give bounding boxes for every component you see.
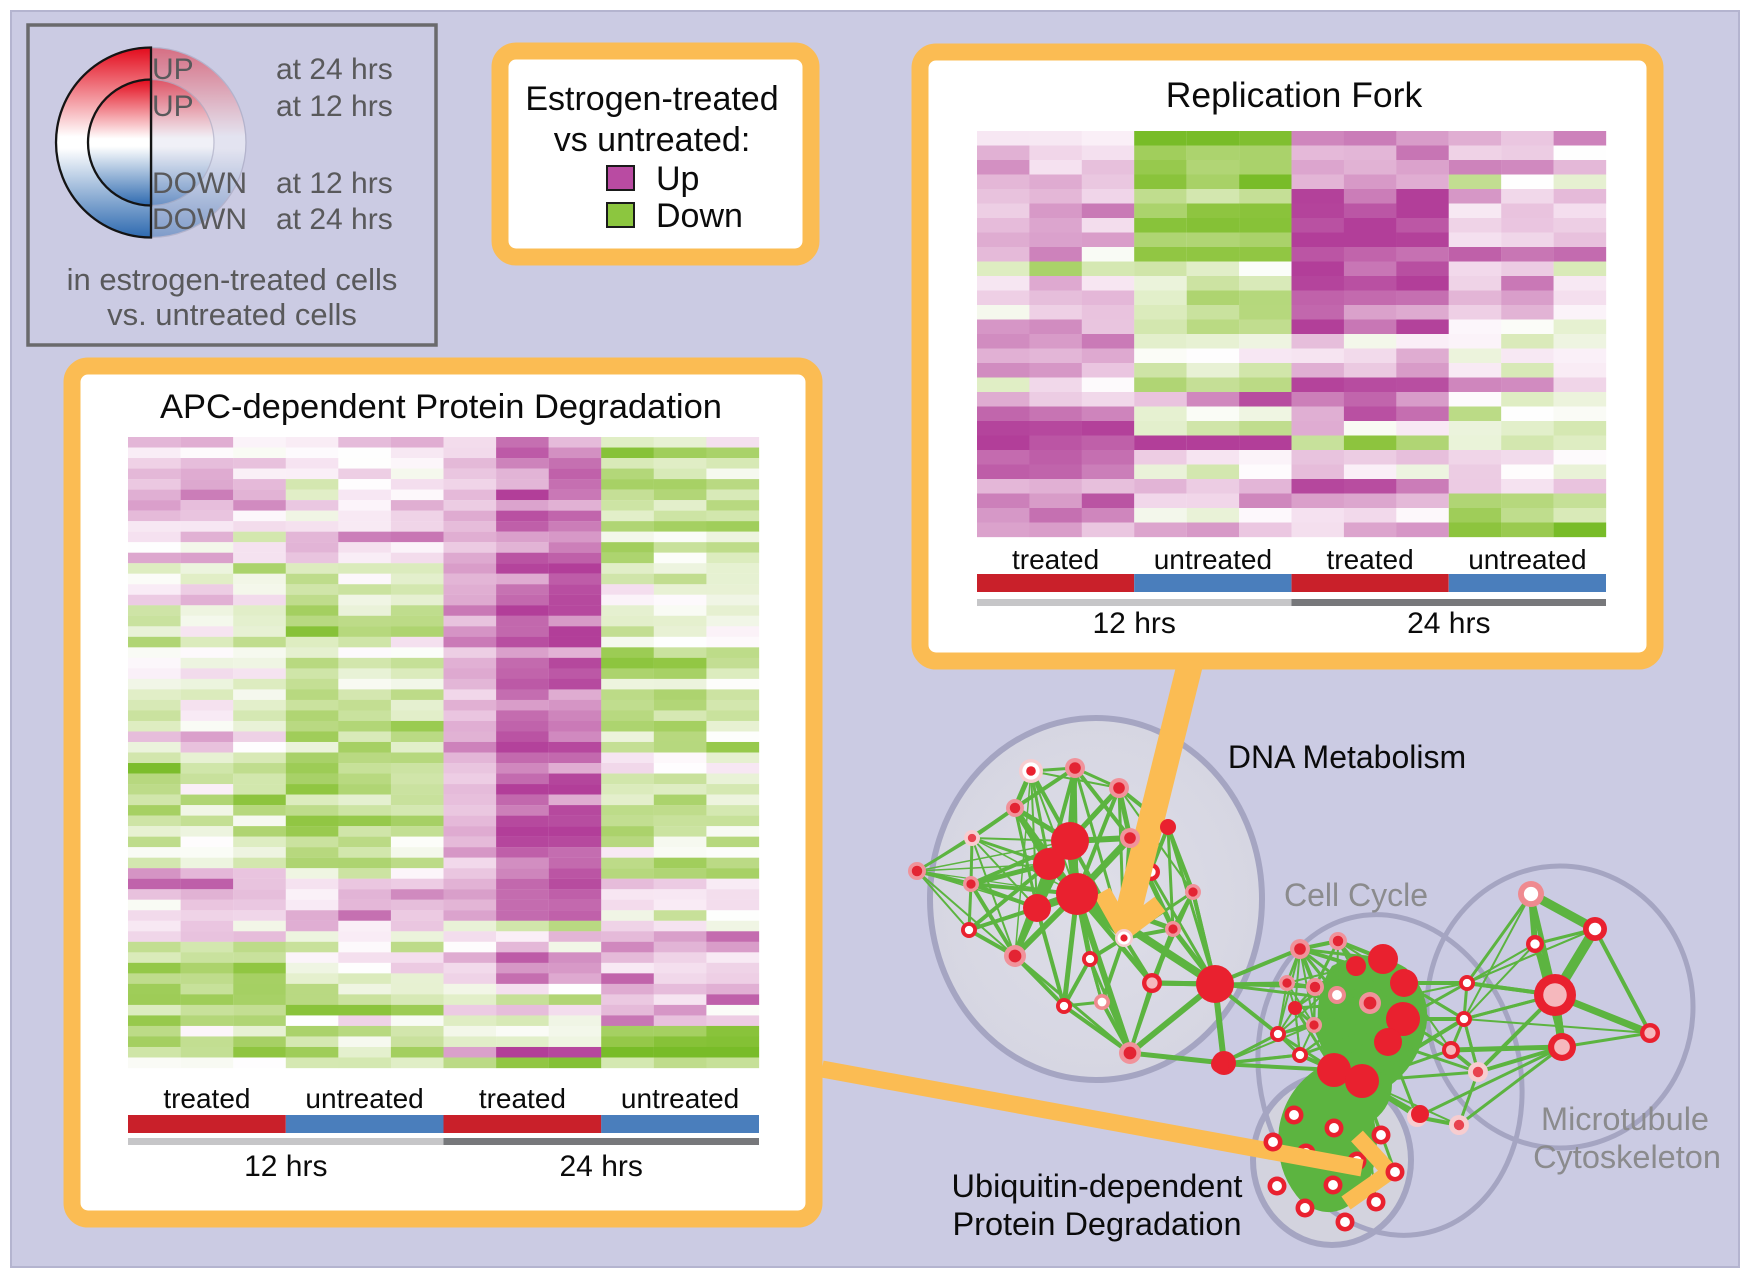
svg-text:untreated: untreated [1154,544,1272,575]
svg-text:in estrogen-treated cells: in estrogen-treated cells [67,262,398,297]
svg-text:DOWN: DOWN [152,203,247,236]
svg-text:Protein Degradation: Protein Degradation [952,1206,1241,1242]
svg-text:at 12 hrs: at 12 hrs [276,167,393,200]
svg-text:12 hrs: 12 hrs [244,1150,327,1183]
svg-text:12 hrs: 12 hrs [1093,607,1176,640]
svg-text:untreated: untreated [1468,544,1586,575]
svg-text:vs. untreated cells: vs. untreated cells [107,297,357,332]
svg-text:vs untreated:: vs untreated: [554,121,751,159]
svg-text:UP: UP [152,90,194,123]
svg-text:at 12 hrs: at 12 hrs [276,90,393,123]
svg-text:Ubiquitin-dependent: Ubiquitin-dependent [952,1168,1243,1204]
svg-text:at 24 hrs: at 24 hrs [276,203,393,236]
svg-text:treated: treated [163,1083,250,1114]
svg-text:Cytoskeleton: Cytoskeleton [1533,1139,1721,1175]
svg-text:untreated: untreated [305,1083,423,1114]
svg-text:DOWN: DOWN [152,167,247,200]
svg-text:Estrogen-treated: Estrogen-treated [525,80,778,118]
svg-text:DNA Metabolism: DNA Metabolism [1228,739,1466,775]
svg-text:UP: UP [152,53,194,86]
svg-text:Down: Down [656,197,743,235]
svg-text:treated: treated [479,1083,566,1114]
svg-text:Replication Fork: Replication Fork [1166,75,1423,115]
svg-text:Microtubule: Microtubule [1541,1101,1709,1137]
svg-text:24 hrs: 24 hrs [1407,607,1490,640]
svg-text:24 hrs: 24 hrs [560,1150,643,1183]
svg-text:APC-dependent Protein Degradat: APC-dependent Protein Degradation [160,388,722,426]
svg-text:Up: Up [656,160,699,198]
svg-text:treated: treated [1327,544,1414,575]
svg-text:Cell Cycle: Cell Cycle [1284,877,1428,913]
svg-text:treated: treated [1012,544,1099,575]
svg-text:untreated: untreated [621,1083,739,1114]
svg-text:at 24 hrs: at 24 hrs [276,53,393,86]
